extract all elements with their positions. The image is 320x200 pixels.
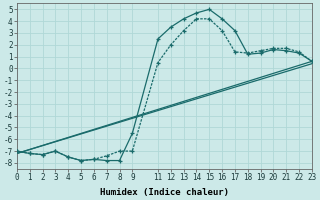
X-axis label: Humidex (Indice chaleur): Humidex (Indice chaleur): [100, 188, 229, 197]
